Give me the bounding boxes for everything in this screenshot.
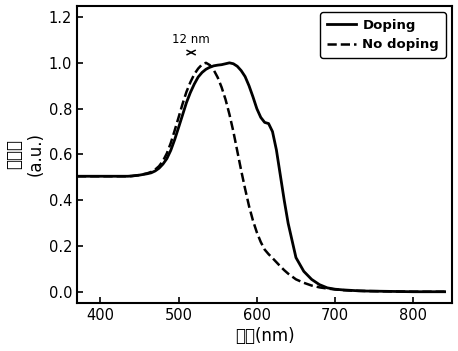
No doping <box>227 112 232 117</box>
Doping <box>223 62 228 66</box>
No doping <box>442 290 447 294</box>
Doping <box>410 290 416 294</box>
Legend: Doping, No doping: Doping, No doping <box>320 12 446 58</box>
No doping <box>156 164 162 168</box>
No doping <box>333 287 338 292</box>
No doping <box>188 80 193 85</box>
No doping <box>109 174 115 178</box>
Doping <box>109 174 115 178</box>
Line: Doping: Doping <box>77 63 445 292</box>
Doping <box>74 174 80 178</box>
No doping <box>74 174 80 178</box>
No doping <box>410 290 416 294</box>
Doping <box>137 173 142 177</box>
Doping <box>227 61 232 65</box>
Doping <box>156 166 162 170</box>
X-axis label: 波长(nm): 波长(nm) <box>235 327 294 345</box>
Doping <box>188 91 193 95</box>
Text: 12 nm: 12 nm <box>172 33 210 46</box>
No doping <box>203 61 209 65</box>
Doping <box>442 290 447 294</box>
Line: No doping: No doping <box>77 63 445 292</box>
No doping <box>137 173 142 177</box>
Doping <box>333 287 338 291</box>
Y-axis label: 吸收率
(a.u.): 吸收率 (a.u.) <box>5 132 44 177</box>
